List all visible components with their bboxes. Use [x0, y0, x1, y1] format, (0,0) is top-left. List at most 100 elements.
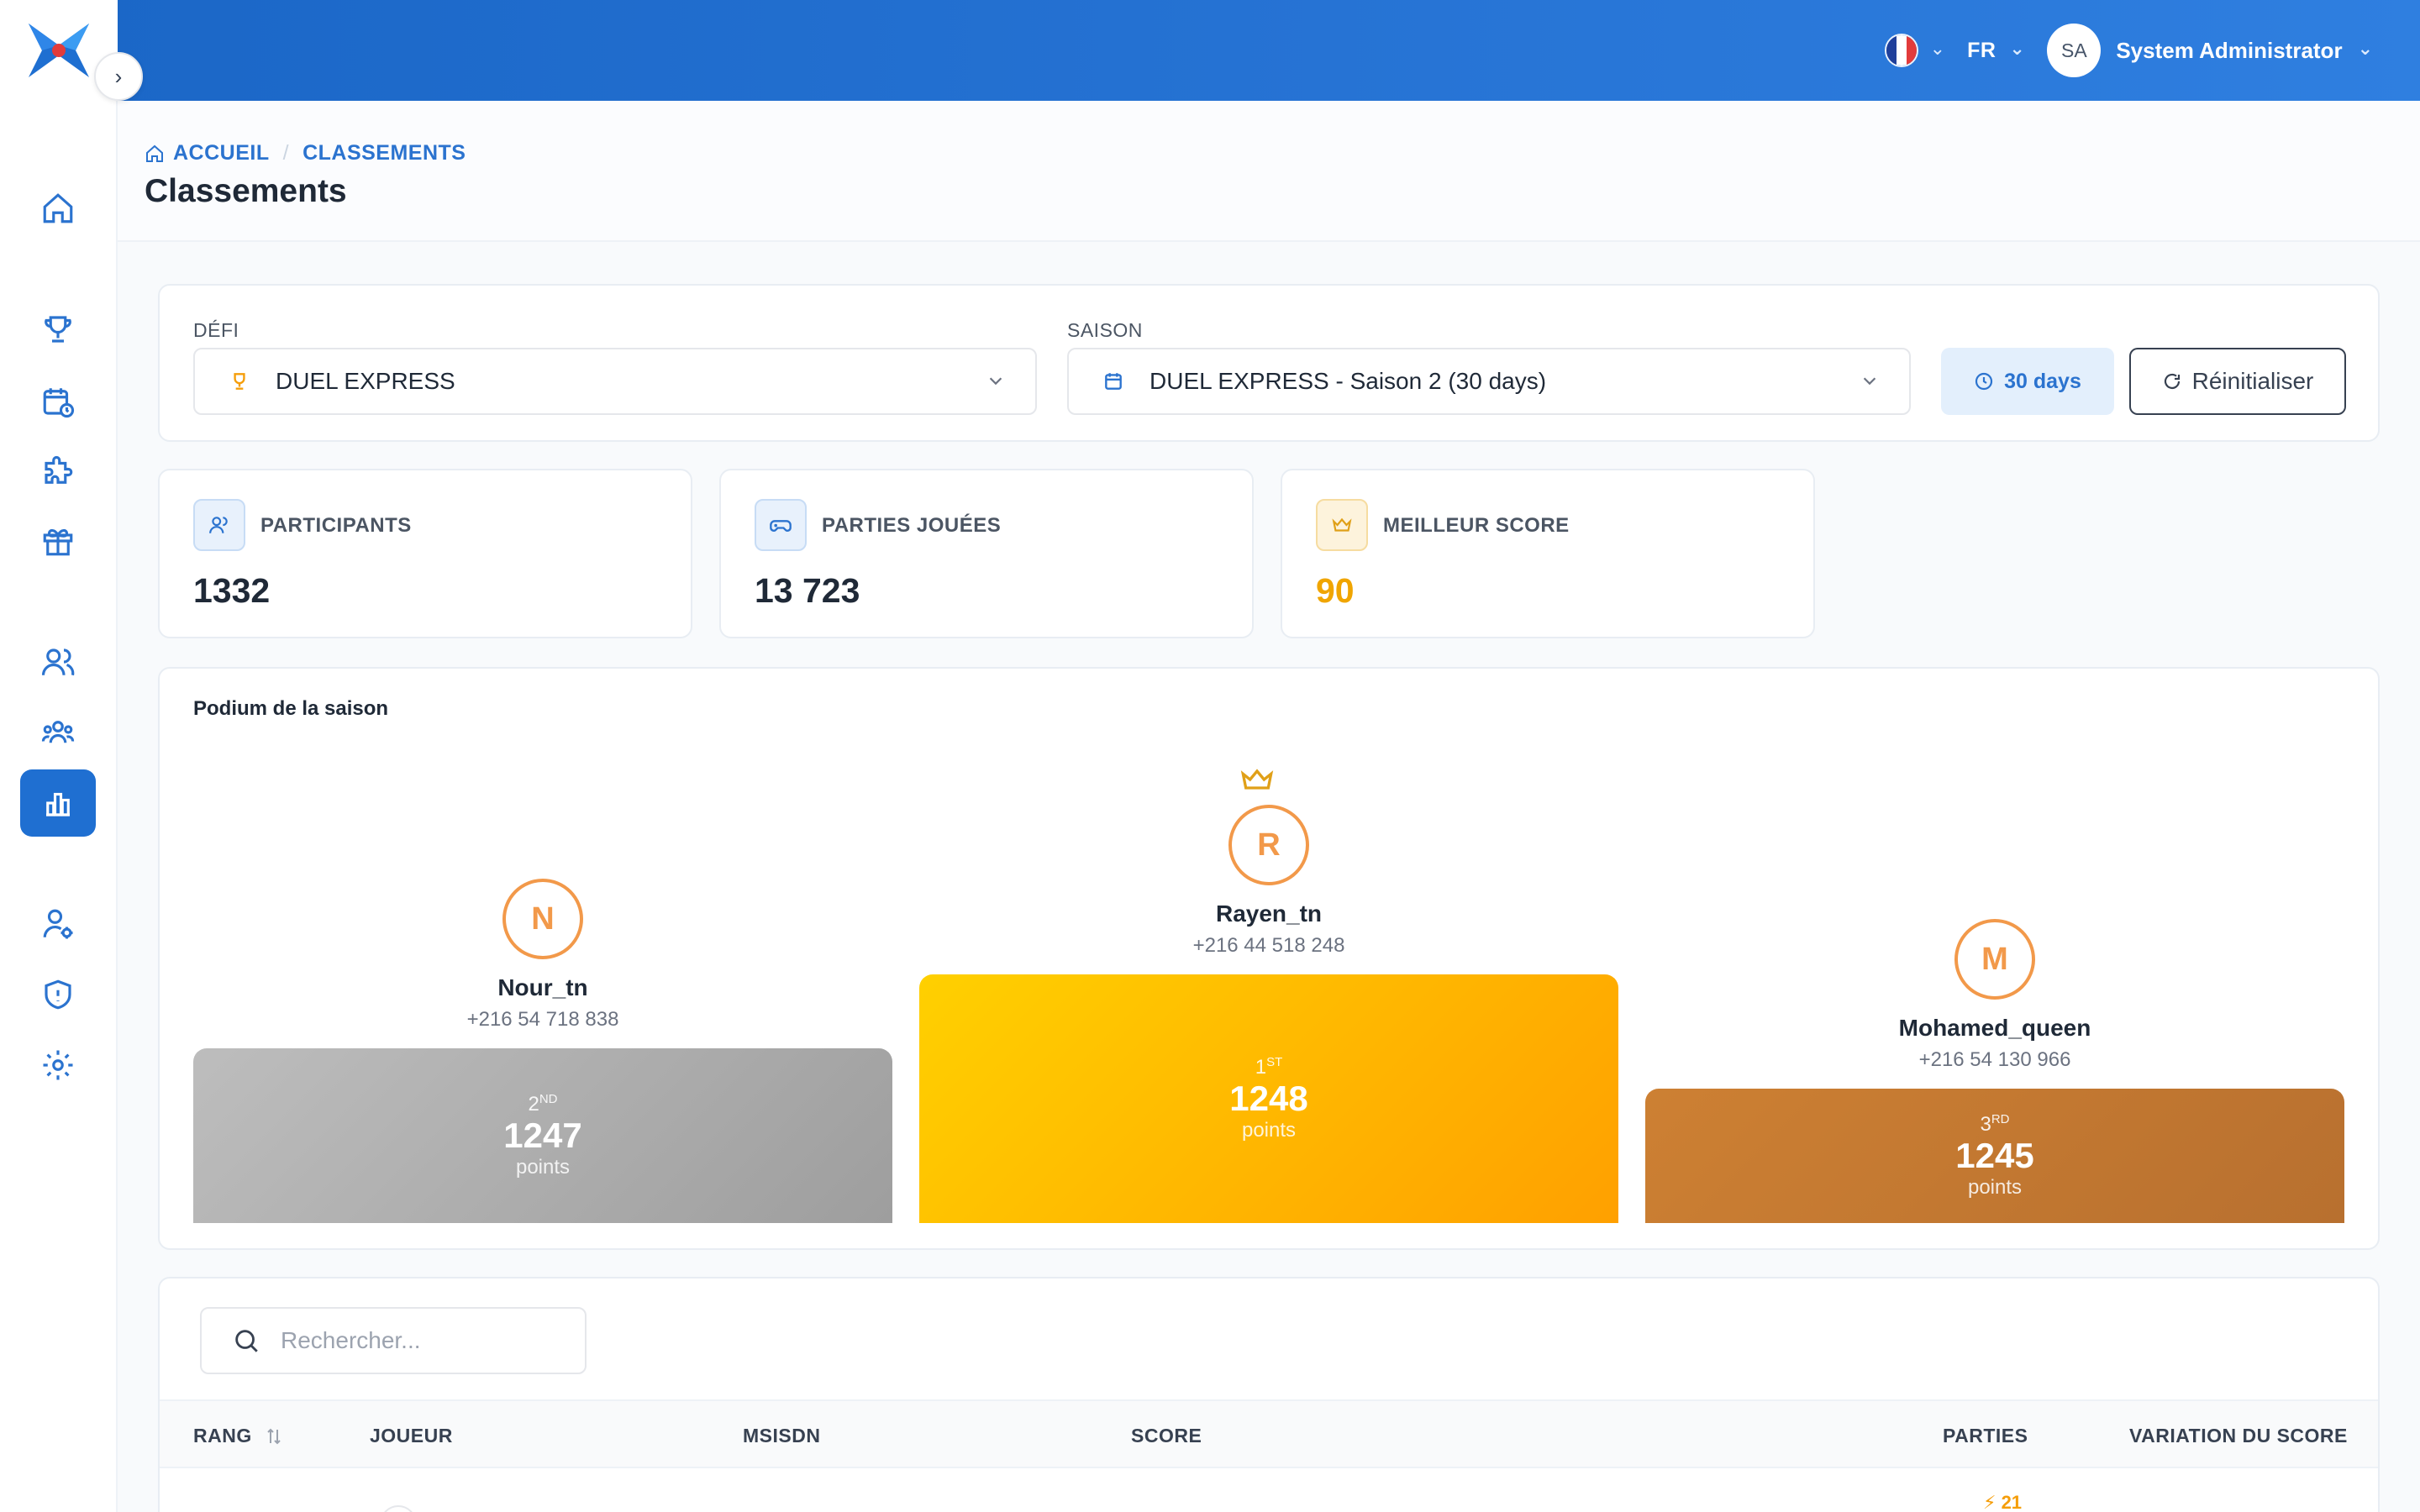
sidebar-item-rankings[interactable] — [20, 769, 96, 837]
sidebar-item-users[interactable] — [20, 628, 96, 696]
shield-icon — [45, 979, 71, 1010]
player-phone: +216 44 518 248 — [1192, 934, 1345, 957]
language-label: FR — [1967, 38, 1996, 62]
saison-select[interactable]: DUEL EXPRESS - Saison 2 (30 days) — [1067, 348, 1911, 415]
user-name: System Administrator — [2116, 37, 2343, 63]
sidebar-item-seasons[interactable] — [20, 368, 96, 435]
points-value: 1248 — [1229, 1079, 1308, 1119]
ranking-table-card: Rechercher... RANG JOUEUR MSISDN SCORE P… — [158, 1277, 2380, 1512]
sort-icon — [267, 1428, 281, 1444]
logo-icon — [29, 24, 89, 77]
sidebar-item-rewards[interactable] — [20, 507, 96, 575]
avatar — [380, 1505, 417, 1512]
chevron-down-icon: ⌄ — [1929, 38, 1946, 59]
user-group-icon — [41, 721, 75, 743]
filters-card: DÉFI DUEL EXPRESS SAISON DUEL EXPRESS - … — [158, 284, 2380, 442]
breadcrumb: ACCUEIL / CLASSEMENTS — [145, 141, 466, 165]
user-settings-icon — [43, 909, 73, 939]
podium-second-player: N Nour_tn +216 54 718 838 — [193, 879, 892, 1032]
sidebar-item-admins[interactable] — [20, 890, 96, 958]
stat-card-participants: PARTICIPANTS 1332 — [158, 469, 692, 638]
avatar: R — [1228, 805, 1309, 885]
stat-label: PARTICIPANTS — [260, 514, 412, 537]
gift-icon — [43, 528, 73, 556]
defi-select-value: DUEL EXPRESS — [276, 368, 455, 394]
podium-bar-second: 2ND 1247 points — [193, 1048, 892, 1223]
podium-first-player: R Rayen_tn +216 44 518 248 — [919, 805, 1618, 958]
breadcrumb-home[interactable]: ACCUEIL — [145, 141, 270, 165]
stat-value: 1332 — [193, 571, 271, 610]
defi-select[interactable]: DUEL EXPRESS — [193, 348, 1037, 415]
breadcrumb-current: CLASSEMENTS — [302, 141, 466, 165]
column-header-player: JOUEUR — [370, 1425, 453, 1446]
avatar: M — [1954, 919, 2035, 1000]
reset-button-label: Réinitialiser — [2191, 368, 2314, 394]
player-name: Nour_tn — [497, 974, 588, 1000]
gear-icon — [43, 1050, 73, 1080]
search-input[interactable]: Rechercher... — [200, 1307, 587, 1374]
stat-label: MEILLEUR SCORE — [1383, 514, 1570, 537]
app-logo[interactable] — [0, 0, 118, 101]
duration-label: 30 days — [2004, 369, 2081, 393]
sidebar-item-games[interactable] — [20, 438, 96, 506]
rank-label: 3RD — [1980, 1112, 2010, 1137]
player-phone: +216 54 718 838 — [466, 1008, 619, 1031]
rank-label: 1ST — [1255, 1055, 1283, 1079]
puzzle-icon — [45, 455, 73, 484]
podium-card: Podium de la saison N Nour_tn +216 54 71… — [158, 667, 2380, 1250]
top-bar: ⌄ FR ⌄ SA System Administrator ⌄ — [0, 0, 2420, 101]
calendar-icon — [1102, 370, 1124, 392]
refresh-icon — [2164, 373, 2180, 389]
stat-card-best-score: MEILLEUR SCORE 90 — [1281, 469, 1815, 638]
reset-button[interactable]: Réinitialiser — [2129, 348, 2346, 415]
column-header-score-variation: VARIATION DU SCORE — [2129, 1425, 2348, 1446]
chevron-down-icon: ⌄ — [2357, 38, 2373, 59]
sidebar: › — [0, 0, 143, 1512]
player-name: Mohamed_queen — [1898, 1015, 2091, 1041]
sidebar-item-home[interactable] — [20, 175, 96, 242]
points-unit: points — [1967, 1175, 2023, 1199]
page-title: Classements — [145, 173, 347, 209]
points-unit: points — [1241, 1118, 1297, 1142]
podium-title: Podium de la saison — [193, 697, 389, 720]
podium-third-player: M Mohamed_queen +216 54 130 966 — [1645, 919, 2344, 1072]
sidebar-item-security[interactable] — [20, 961, 96, 1028]
column-header-msisdn: MSISDN — [743, 1425, 821, 1446]
sidebar-item-settings[interactable] — [20, 1032, 96, 1099]
column-header-rank[interactable]: RANG — [193, 1425, 284, 1447]
stat-value: 13 723 — [755, 571, 860, 610]
calendar-clock-icon — [43, 388, 75, 418]
sidebar-item-challenges[interactable] — [20, 296, 96, 363]
page-header — [118, 101, 2420, 242]
user-menu[interactable]: SA System Administrator ⌄ — [2047, 24, 2373, 77]
sidebar-toggle-button[interactable]: › — [94, 52, 143, 101]
avatar: SA — [2047, 24, 2102, 77]
points-unit: points — [515, 1155, 571, 1179]
language-selector[interactable]: FR ⌄ — [1967, 38, 2026, 63]
saison-label: SAISON — [1067, 319, 1143, 341]
chevron-down-icon — [1863, 377, 1876, 386]
podium-bar-third: 3RD 1245 points — [1645, 1089, 2344, 1223]
crown-icon — [1240, 768, 1274, 791]
clock-icon — [1975, 372, 1993, 391]
sidebar-item-groups[interactable] — [20, 699, 96, 766]
trophy-icon — [45, 316, 71, 343]
player-phone: +216 54 130 966 — [1918, 1048, 2071, 1071]
player-name: Rayen_tn — [1215, 900, 1323, 927]
duration-badge: 30 days — [1941, 348, 2114, 415]
avatar: N — [502, 879, 583, 959]
flag-selector[interactable]: ⌄ — [1884, 34, 1946, 67]
stat-card-games-played: PARTIES JOUÉES 13 723 — [719, 469, 1254, 638]
rank-label: 2ND — [528, 1092, 558, 1116]
gamepad-icon — [755, 499, 807, 551]
points-value: 1247 — [503, 1116, 582, 1156]
podium-bar-first: 1ST 1248 points — [919, 974, 1618, 1223]
search-placeholder: Rechercher... — [281, 1327, 421, 1353]
chevron-down-icon — [989, 377, 1002, 386]
chevron-down-icon: ⌄ — [2009, 38, 2026, 59]
chevron-right-icon: › — [114, 63, 123, 89]
home-icon — [43, 193, 73, 223]
stat-label: PARTIES JOUÉES — [822, 514, 1002, 537]
bar-chart-icon — [46, 792, 70, 816]
